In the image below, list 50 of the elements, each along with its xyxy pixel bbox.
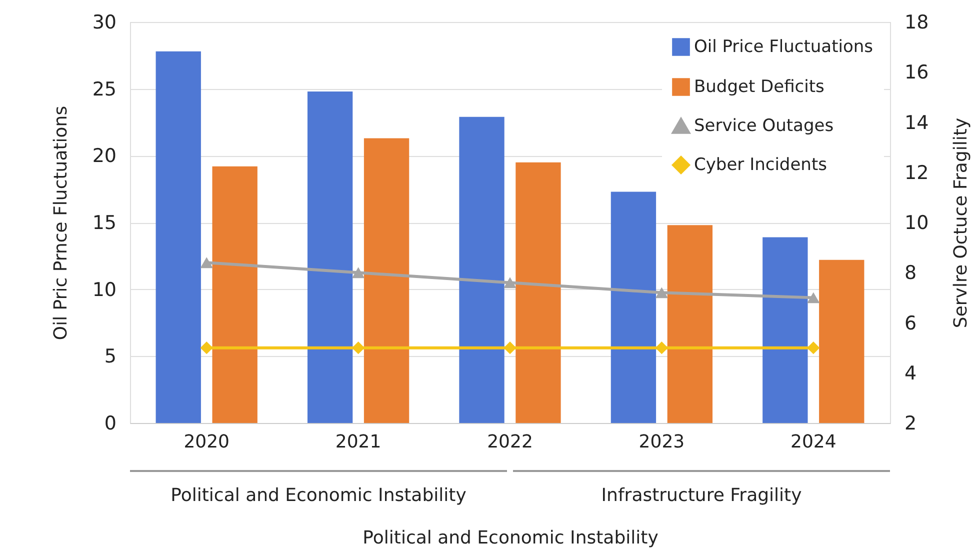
point — [807, 341, 820, 354]
point — [504, 277, 516, 288]
y-tick-label: 20 — [92, 145, 116, 168]
x-axis-title: Political and Economic Instability — [362, 528, 659, 548]
bar — [364, 138, 410, 423]
y-tick-label: 30 — [92, 12, 116, 34]
text: Infrastructure Fragility — [600, 485, 803, 506]
point — [504, 341, 516, 354]
bar — [212, 166, 258, 423]
x-tick-label: 2023 — [638, 432, 685, 452]
y-tick-label: 5 — [104, 346, 116, 368]
point — [352, 267, 365, 278]
y-axis-title: Oil Pric Prnce Fluctuations — [50, 106, 72, 340]
legend-label: Service Outages — [694, 116, 834, 136]
point — [655, 341, 668, 354]
bar — [762, 237, 808, 423]
point — [655, 287, 668, 298]
legend-label: Budget Deficits — [694, 77, 825, 97]
bar — [307, 92, 353, 423]
y2-tick-label: 10 — [904, 212, 929, 234]
bar — [459, 116, 504, 423]
point — [807, 292, 820, 304]
y2-tick-label: 18 — [904, 12, 929, 34]
legend-label: Oil Price Fluctuations — [694, 37, 874, 57]
bar — [610, 192, 656, 423]
text: Political and Economic Instability — [170, 485, 468, 506]
y2-axis-title: Servlre Octuce Fragility — [950, 118, 972, 328]
y-tick-label: 15 — [92, 212, 116, 234]
y2-tick-label: 16 — [904, 62, 929, 84]
y-tick-label: 10 — [92, 278, 116, 301]
point — [352, 341, 365, 354]
x-tick-label: 2021 — [335, 432, 382, 452]
y2-tick-label: 4 — [904, 362, 917, 384]
bar — [156, 51, 201, 423]
x-tick-label: 2020 — [184, 432, 230, 452]
y2-tick-label: 14 — [904, 112, 929, 134]
legend-label: Cyber Incidents — [694, 155, 828, 175]
y2-tick-label: 8 — [904, 262, 917, 284]
y2-tick-label: 6 — [904, 312, 917, 334]
x-tick-label: 2024 — [790, 432, 836, 452]
point — [200, 341, 213, 354]
y-tick-label: 25 — [92, 78, 116, 100]
bar — [667, 225, 713, 423]
x-tick-label: 2022 — [487, 432, 533, 452]
bar — [819, 260, 864, 423]
y2-tick-label: 12 — [904, 162, 929, 184]
y-tick-label: 0 — [104, 412, 116, 434]
y2-tick-label: 2 — [904, 412, 917, 434]
point — [200, 257, 213, 268]
bar — [516, 162, 561, 423]
